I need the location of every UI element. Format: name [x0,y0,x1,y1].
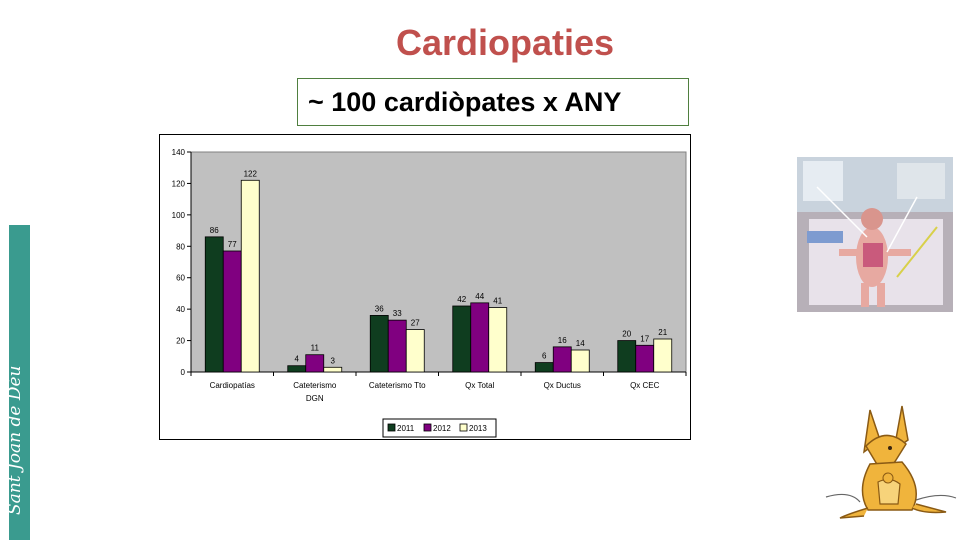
chart-svg: 0204060801001201408677122Cardiopatías411… [172,148,687,438]
bar-2011 [287,365,307,373]
data-label: 3 [331,356,336,365]
data-label: 4 [295,355,300,364]
data-label: 16 [558,336,567,345]
data-label: 44 [475,292,484,301]
bar-2012 [222,250,242,373]
kangaroo-mascot-illustration [820,400,960,530]
data-label: 36 [375,304,384,313]
data-label: 42 [457,295,466,304]
y-tick-label: 100 [172,211,186,220]
data-label: 6 [542,352,547,361]
y-tick-label: 80 [176,242,185,251]
x-tick-label: DGN [306,394,324,403]
x-tick-label: Cateterismo Tto [369,381,426,390]
bar-2013 [323,366,343,373]
data-label: 20 [622,330,631,339]
bar-2011 [617,340,637,373]
bar-2013 [488,307,508,373]
bar-2012 [305,354,325,373]
legend-box [382,418,497,438]
brand-logo-icon: Sant Joan de Déu [9,366,25,516]
bar-2012 [470,302,490,373]
bar-2012 [387,319,407,373]
bar-2013 [653,338,673,373]
data-label: 33 [393,309,402,318]
legend-swatch-2013 [459,423,468,432]
data-label: 122 [244,169,258,178]
legend-label: 2011 [397,424,415,433]
bar-2013 [570,349,590,373]
y-tick-label: 0 [181,368,186,377]
x-tick-label: Qx CEC [630,381,660,390]
data-label: 27 [411,319,420,328]
subtitle-text: ~ 100 cardiòpates x ANY [308,87,622,117]
legend-label: 2012 [433,424,451,433]
y-tick-label: 40 [176,305,185,314]
legend-swatch-2011 [387,423,396,432]
bar-2013 [240,179,260,373]
data-label: 21 [658,328,667,337]
y-tick-label: 20 [176,337,185,346]
data-label: 14 [576,339,585,348]
x-tick-label: Qx Total [465,381,494,390]
bar-2011 [452,305,472,373]
legend-swatch-2012 [423,423,432,432]
svg-text:Sant Joan de Déu: Sant Joan de Déu [9,366,25,516]
x-tick-label: Cateterismo [293,381,337,390]
y-tick-label: 120 [172,179,186,188]
data-label: 17 [640,334,649,343]
y-tick-label: 140 [172,148,186,157]
bar-2013 [405,329,425,373]
bar-chart: 0 20 40 60 80 100 120 140 86 77 122 Cardiopatías 4 11… [159,134,691,440]
data-label: 41 [493,297,502,306]
bar-2011 [534,362,554,373]
subtitle-box: ~ 100 cardiòpates x ANY [297,78,689,126]
plot-area [190,151,687,373]
x-tick-label: Cardiopatías [210,381,255,390]
data-label: 11 [311,344,320,353]
y-tick-label: 60 [176,274,185,283]
bar-2012 [552,346,572,373]
data-label: 77 [228,240,237,249]
bar-2011 [204,236,224,373]
bar-2011 [369,315,389,373]
bar-2012 [635,344,655,373]
newborn-incubator-photo [797,157,953,312]
data-label: 86 [210,226,219,235]
x-tick-label: Qx Ductus [544,381,581,390]
brand-logo-strip: Sant Joan de Déu [9,225,30,540]
slide-title: Cardiopaties [395,22,615,63]
legend-label: 2013 [469,424,487,433]
